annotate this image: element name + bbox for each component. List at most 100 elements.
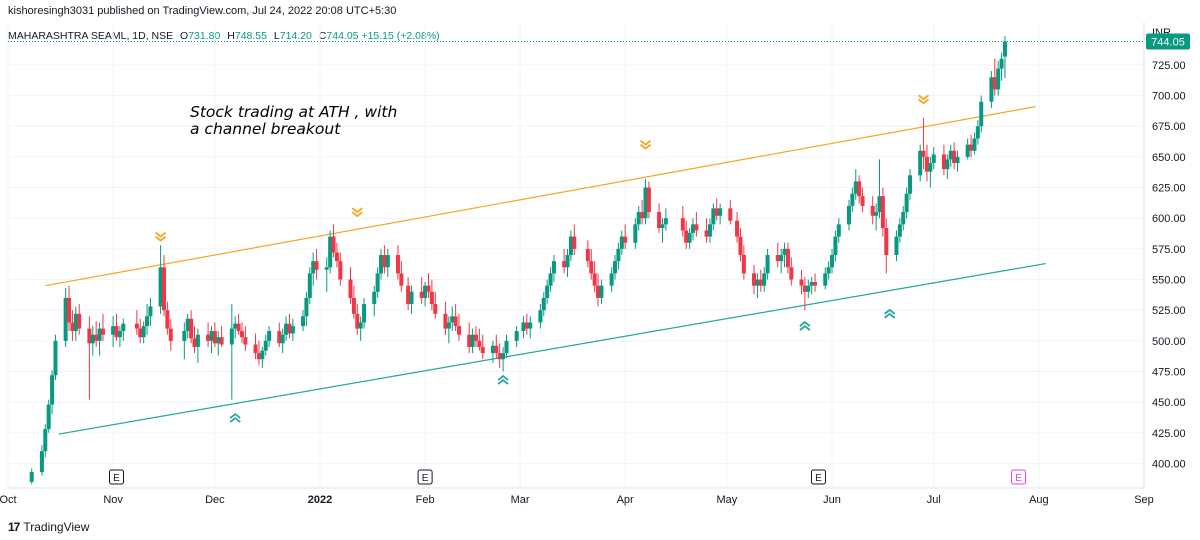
y-tick-label: 500.00 [1152, 336, 1186, 348]
candle-body [314, 261, 319, 270]
candle-body [168, 328, 173, 341]
y-tick-label: 550.00 [1152, 275, 1186, 287]
ohlc-legend: MAHARASHTRA SEAML, 1D, NSE O731.80 H748.… [8, 30, 440, 42]
candle-body [897, 224, 902, 237]
candle-body [789, 267, 794, 280]
candle-body [497, 353, 502, 360]
candle-body [762, 273, 767, 286]
candle-body [928, 163, 933, 172]
candle-body [307, 273, 312, 298]
candle-body [813, 281, 818, 286]
candle-body [236, 323, 241, 332]
pivot-high-marker [351, 207, 363, 218]
pivot-low-marker [884, 308, 896, 319]
candle-body [948, 150, 953, 160]
candle-body [775, 255, 780, 262]
candle-body [395, 255, 400, 274]
candle-body [572, 236, 577, 249]
candle-body [158, 267, 163, 307]
candle-body [755, 279, 760, 286]
y-tick-label: 475.00 [1152, 367, 1186, 379]
candle-body [975, 126, 980, 139]
candle-body [504, 340, 509, 354]
candle-body [331, 236, 336, 253]
tradingview-logo[interactable]: 17 TradingView [8, 520, 89, 534]
candle-body [741, 255, 746, 274]
candle-body [39, 451, 44, 473]
y-tick-label: 525.00 [1152, 305, 1186, 317]
candle-body [853, 181, 858, 194]
candle-body [541, 297, 546, 311]
candle-body [918, 150, 923, 176]
x-tick-label: Apr [617, 494, 634, 506]
last-price-tag [1146, 33, 1190, 50]
candle-body [640, 212, 645, 219]
candle-body [494, 345, 499, 354]
candle-body [467, 334, 472, 347]
earnings-marker-label: E [815, 473, 822, 484]
candle-body [738, 236, 743, 255]
candle-body [338, 261, 343, 280]
candle-body [409, 291, 414, 305]
candle-body [379, 255, 384, 274]
candle-body [992, 77, 997, 90]
candle-body [735, 220, 740, 237]
pivot-high-marker [639, 139, 652, 150]
low-label: L [273, 30, 280, 42]
y-tick-label: 575.00 [1152, 244, 1186, 256]
earnings-marker-label: E [113, 473, 120, 484]
candle-body [263, 340, 268, 351]
candle-body [874, 212, 879, 216]
candle-body [43, 429, 48, 452]
candle-body [979, 101, 984, 127]
candle-body [382, 255, 387, 268]
earnings-marker-label: E [422, 473, 429, 484]
candle-body [501, 353, 506, 360]
candle-body [53, 340, 58, 376]
pivot-low-marker [799, 320, 811, 331]
candle-body [877, 196, 882, 213]
candle-body [77, 313, 82, 329]
annotation-line-1: Stock trading at ATH , with [190, 103, 398, 121]
candle-body [145, 316, 150, 327]
candle-body [399, 273, 404, 286]
candle-body [457, 326, 462, 335]
open-label: O [180, 30, 189, 42]
candle-body [284, 323, 289, 335]
candle-body [73, 313, 78, 332]
candle-body [528, 322, 533, 329]
candle-body [680, 218, 685, 231]
candle-body [857, 181, 862, 197]
candle-body [894, 236, 899, 255]
candle-body [646, 187, 651, 213]
candle-body [453, 316, 458, 327]
pivot-high-marker [155, 231, 167, 242]
candle-body [965, 144, 970, 157]
y-tick-label: 675.00 [1152, 121, 1186, 133]
annotation-line-2: a channel breakout [190, 120, 341, 138]
candle-body [870, 205, 875, 216]
candle-body [209, 331, 214, 341]
earnings-marker [810, 469, 826, 485]
candle-body [714, 208, 719, 216]
candle-body [952, 150, 957, 164]
candle-body [90, 334, 95, 344]
candle-body [996, 68, 1001, 90]
symbol-label[interactable]: MAHARASHTRA SEAML, 1D, NSE [8, 30, 174, 42]
candle-body [643, 187, 648, 219]
candle-body [955, 156, 960, 164]
candle-body [138, 328, 143, 338]
candle-body [195, 334, 200, 347]
candle-body [70, 322, 75, 332]
x-tick-label: 2022 [308, 494, 332, 506]
open-value: 731.80 [188, 30, 221, 42]
candle-body [924, 156, 929, 172]
candle-body [846, 205, 851, 225]
candle-body [443, 313, 448, 329]
candle-body [850, 193, 855, 206]
candle-body [1002, 41, 1007, 57]
candle-body [189, 318, 194, 339]
earnings-marker [1011, 469, 1027, 485]
candle-body [545, 285, 550, 298]
